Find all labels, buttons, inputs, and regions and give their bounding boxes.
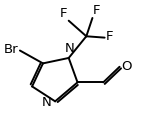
Text: F: F bbox=[60, 7, 67, 20]
Text: N: N bbox=[42, 95, 52, 108]
Text: F: F bbox=[106, 31, 114, 43]
Text: F: F bbox=[93, 4, 101, 17]
Text: N: N bbox=[64, 42, 74, 55]
Text: O: O bbox=[122, 60, 132, 73]
Text: Br: Br bbox=[4, 43, 19, 56]
